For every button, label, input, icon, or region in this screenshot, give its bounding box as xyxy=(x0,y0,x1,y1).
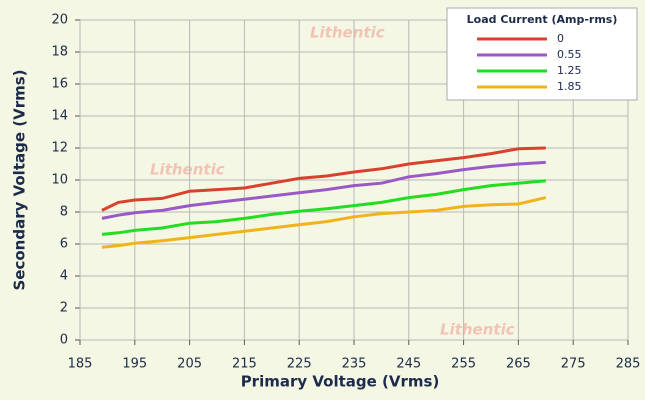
x-tick-label: 255 xyxy=(451,357,476,372)
y-axis-label: Secondary Voltage (Vrms) xyxy=(11,69,29,290)
y-tick-label: 12 xyxy=(51,141,68,156)
legend-label: 0.55 xyxy=(557,48,582,61)
legend: Load Current (Amp-rms) 0 0.55 1.25 1.85 xyxy=(446,7,638,101)
x-tick-label: 265 xyxy=(506,357,531,372)
legend-label: 1.25 xyxy=(557,64,582,77)
x-tick-label: 195 xyxy=(122,357,147,372)
legend-label: 1.85 xyxy=(557,80,582,93)
y-tick-label: 8 xyxy=(60,205,68,220)
y-tick-label: 18 xyxy=(51,45,68,60)
watermark: Lithentic xyxy=(440,321,515,339)
y-tick-label: 6 xyxy=(60,237,68,252)
x-tick-label: 275 xyxy=(561,357,586,372)
series-line xyxy=(101,196,547,249)
x-axis-label: Primary Voltage (Vrms) xyxy=(241,373,440,391)
y-tick-label: 20 xyxy=(51,13,68,28)
y-tick-label: 4 xyxy=(60,269,68,284)
series-line xyxy=(101,179,546,236)
legend-label: 0 xyxy=(557,32,564,45)
y-tick-label: 14 xyxy=(51,109,68,124)
x-tick-label: 215 xyxy=(232,357,257,372)
legend-title: Load Current (Amp-rms) xyxy=(467,13,618,26)
y-tick-label: 2 xyxy=(60,301,68,316)
watermark: Lithentic xyxy=(150,161,225,179)
x-tick-label: 235 xyxy=(342,357,367,372)
watermark: Lithentic xyxy=(310,24,385,42)
series-line xyxy=(101,160,546,220)
x-tick-label: 185 xyxy=(68,357,93,372)
y-tick-label: 10 xyxy=(51,173,68,188)
x-tick-label: 285 xyxy=(616,357,641,372)
y-tick-label: 0 xyxy=(60,333,68,348)
series-line xyxy=(101,146,546,212)
y-tick-label: 16 xyxy=(51,77,68,92)
x-tick-label: 205 xyxy=(177,357,202,372)
x-tick-label: 245 xyxy=(396,357,421,372)
x-tick-label: 225 xyxy=(287,357,312,372)
